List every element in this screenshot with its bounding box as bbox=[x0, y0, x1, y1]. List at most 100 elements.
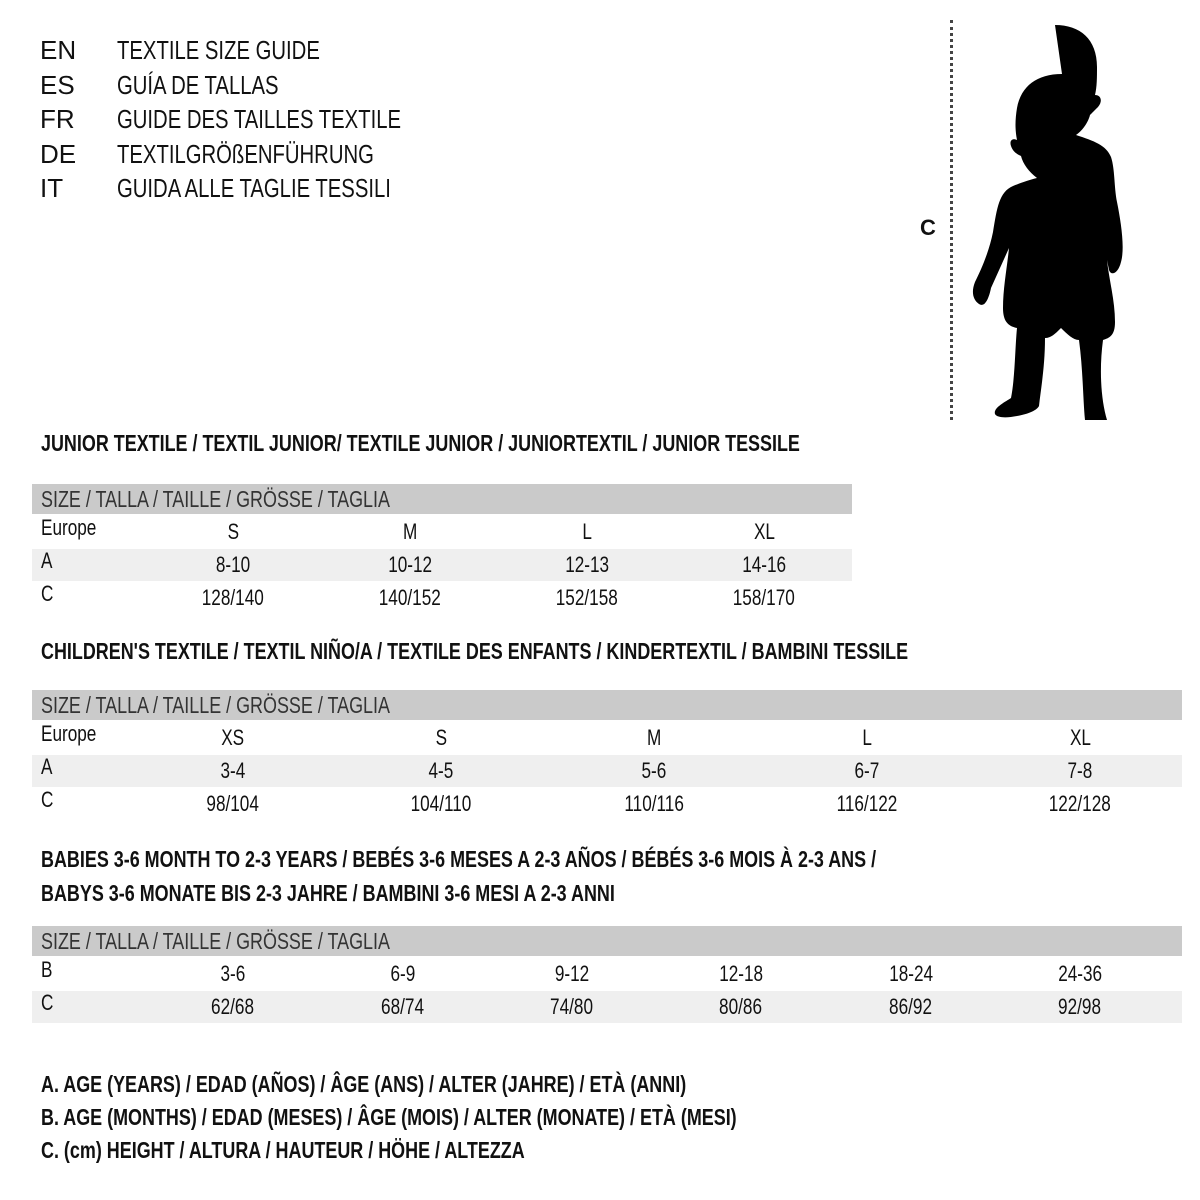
table-cell: 110/116 bbox=[574, 788, 734, 820]
title-text: GUIDE DES TAILLES TEXTILE bbox=[117, 104, 402, 134]
cell-value: 8-10 bbox=[215, 552, 251, 577]
table-cell: 8-10 bbox=[153, 549, 313, 581]
table-row: Europe S M L XL bbox=[32, 515, 852, 548]
table-title-text: BABYS 3-6 MONATE BIS 2-3 JAHRE / BAMBINI… bbox=[41, 880, 615, 906]
table-title: JUNIOR TEXTILE / TEXTIL JUNIOR/ TEXTILE … bbox=[41, 430, 1014, 457]
table-title-text: CHILDREN'S TEXTILE / TEXTIL NIÑO/A / TEX… bbox=[41, 638, 909, 664]
table-cell: M bbox=[574, 722, 734, 754]
child-silhouette-icon bbox=[972, 25, 1123, 420]
table-cell: S bbox=[361, 722, 521, 754]
cell-value: 6-9 bbox=[390, 961, 416, 986]
cell-value: 18-24 bbox=[889, 961, 933, 986]
cell-value: 80/86 bbox=[719, 994, 763, 1019]
table-cell: 80/86 bbox=[661, 991, 821, 1023]
table-cell: 98/104 bbox=[153, 788, 313, 820]
cell-value: 9-12 bbox=[554, 961, 590, 986]
row-label: C bbox=[41, 581, 54, 606]
table-cell: 14-16 bbox=[684, 549, 844, 581]
cell-value: XL bbox=[753, 519, 775, 544]
table-title: CHILDREN'S TEXTILE / TEXTIL NIÑO/A / TEX… bbox=[41, 638, 1153, 665]
table-cell: 24-36 bbox=[1000, 958, 1160, 990]
row-label: C bbox=[41, 990, 54, 1015]
table-cell: M bbox=[330, 516, 490, 548]
cell-value: 14-16 bbox=[742, 552, 786, 577]
table-header: SIZE / TALLA / TAILLE / GRÖSSE / TAGLIA bbox=[32, 690, 1182, 720]
table-title: BABYS 3-6 MONATE BIS 2-3 JAHRE / BAMBINI… bbox=[41, 880, 777, 907]
table-cell: XL bbox=[1000, 722, 1160, 754]
cell-value: XL bbox=[1069, 725, 1091, 750]
table-cell: 6-9 bbox=[323, 958, 483, 990]
title-text: TEXTILGRÖßENFÜHRUNG bbox=[117, 138, 374, 169]
table-cell: 6-7 bbox=[787, 755, 947, 787]
table-cell: 3-4 bbox=[153, 755, 313, 787]
cell-value: 68/74 bbox=[381, 994, 425, 1019]
table-cell: XS bbox=[153, 722, 313, 754]
language-code: ES bbox=[40, 69, 75, 100]
cell-value: 110/116 bbox=[624, 791, 684, 816]
cell-value: 12-13 bbox=[565, 552, 609, 577]
table-cell: 9-12 bbox=[492, 958, 652, 990]
legend-item: B. AGE (MONTHS) / EDAD (MESES) / ÂGE (MO… bbox=[41, 1101, 933, 1134]
cell-value: S bbox=[227, 519, 239, 544]
row-label: A bbox=[41, 548, 53, 573]
legend-text: B. AGE (MONTHS) / EDAD (MESES) / ÂGE (MO… bbox=[41, 1104, 737, 1130]
height-figure: C bbox=[900, 10, 1160, 430]
table-cell: 158/170 bbox=[684, 582, 844, 614]
cell-value: 74/80 bbox=[550, 994, 594, 1019]
language-code: IT bbox=[40, 173, 64, 203]
cell-value: S bbox=[435, 725, 447, 750]
table-row: C 128/140 140/152 152/158 158/170 bbox=[32, 581, 852, 614]
table-cell: 86/92 bbox=[831, 991, 991, 1023]
table-row: A 8-10 10-12 12-13 14-16 bbox=[32, 548, 852, 581]
title-row: IT GUIDA ALLE TAGLIE TESSILI bbox=[40, 171, 540, 205]
row-label: Europe bbox=[41, 721, 97, 746]
table-cell: 5-6 bbox=[574, 755, 734, 787]
cell-value: 10-12 bbox=[388, 552, 432, 577]
legend-item: A. AGE (YEARS) / EDAD (AÑOS) / ÂGE (ANS)… bbox=[41, 1068, 868, 1101]
cell-value: L bbox=[582, 519, 592, 544]
cell-value: 5-6 bbox=[641, 758, 667, 783]
header-label: SIZE / TALLA / TAILLE / GRÖSSE / TAGLIA bbox=[41, 692, 390, 718]
row-label: C bbox=[41, 787, 54, 812]
language-code: EN bbox=[40, 35, 77, 65]
table-cell: 10-12 bbox=[330, 549, 490, 581]
table-row: C 98/104 104/110 110/116 116/122 122/128 bbox=[32, 787, 1182, 820]
title-row: ES GUÍA DE TALLAS bbox=[40, 68, 540, 102]
cell-value: 92/98 bbox=[1058, 994, 1102, 1019]
cell-value: M bbox=[646, 725, 662, 750]
title-row: EN TEXTILE SIZE GUIDE bbox=[40, 33, 540, 67]
row-label: B bbox=[41, 957, 53, 982]
title-text: GUÍA DE TALLAS bbox=[117, 69, 279, 100]
cell-value: 86/92 bbox=[889, 994, 933, 1019]
table-row: B 3-6 6-9 9-12 12-18 18-24 24-36 bbox=[32, 957, 1182, 990]
table-cell: L bbox=[787, 722, 947, 754]
cell-value: 7-8 bbox=[1067, 758, 1093, 783]
table-cell: 68/74 bbox=[323, 991, 483, 1023]
title-row: DE TEXTILGRÖßENFÜHRUNG bbox=[40, 137, 540, 171]
table-header: SIZE / TALLA / TAILLE / GRÖSSE / TAGLIA bbox=[32, 926, 1182, 956]
legend-text: C. (cm) HEIGHT / ALTURA / HAUTEUR / HÖHE… bbox=[41, 1137, 525, 1163]
cell-value: 116/122 bbox=[836, 791, 898, 816]
language-code: FR bbox=[40, 104, 75, 134]
table-row: Europe XS S M L XL bbox=[32, 721, 1182, 754]
table-cell: 12-18 bbox=[661, 958, 821, 990]
legend-item: C. (cm) HEIGHT / ALTURA / HAUTEUR / HÖHE… bbox=[41, 1134, 661, 1167]
cell-value: 122/128 bbox=[1048, 791, 1112, 816]
table-cell: 104/110 bbox=[361, 788, 521, 820]
row-label: A bbox=[41, 754, 53, 779]
height-label: C bbox=[920, 215, 936, 240]
table-title-text: BABIES 3-6 MONTH TO 2-3 YEARS / BEBÉS 3-… bbox=[41, 846, 877, 872]
cell-value: 12-18 bbox=[719, 961, 763, 986]
cell-value: 62/68 bbox=[211, 994, 255, 1019]
cell-value: L bbox=[862, 725, 872, 750]
header-label: SIZE / TALLA / TAILLE / GRÖSSE / TAGLIA bbox=[41, 928, 390, 954]
table-cell: 12-13 bbox=[507, 549, 667, 581]
table-cell: S bbox=[153, 516, 313, 548]
cell-value: 152/158 bbox=[555, 585, 619, 610]
table-row: C 62/68 68/74 74/80 80/86 86/92 92/98 bbox=[32, 990, 1182, 1023]
table-header: SIZE / TALLA / TAILLE / GRÖSSE / TAGLIA bbox=[32, 484, 852, 514]
table-title: BABIES 3-6 MONTH TO 2-3 YEARS / BEBÉS 3-… bbox=[41, 846, 1112, 873]
table-cell: 116/122 bbox=[787, 788, 947, 820]
table-cell: 140/152 bbox=[330, 582, 490, 614]
height-dotted-line bbox=[950, 20, 953, 420]
